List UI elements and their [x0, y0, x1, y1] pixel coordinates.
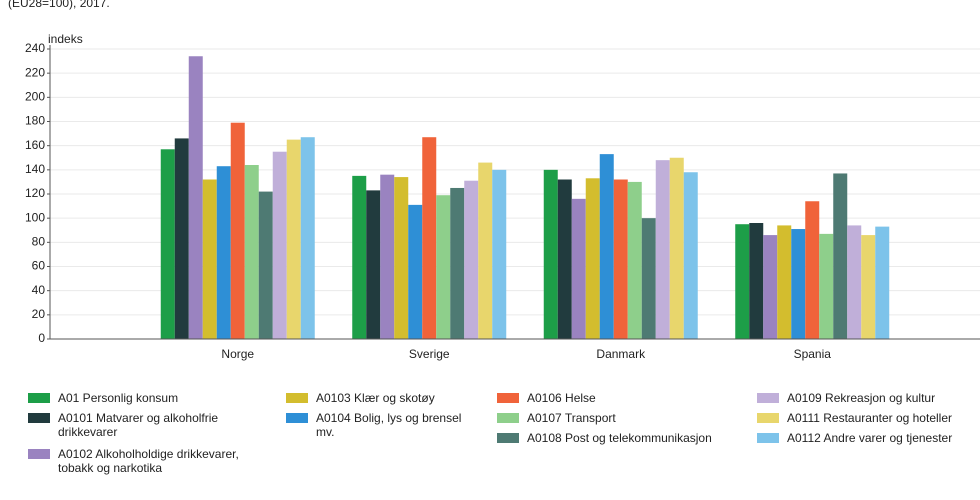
- y-tick-label: 60: [32, 259, 46, 273]
- y-tick-label: 40: [32, 283, 46, 297]
- legend-swatch: [286, 393, 308, 403]
- bar: [244, 165, 259, 339]
- legend-swatch: [757, 433, 779, 443]
- bar: [188, 56, 203, 339]
- bar: [352, 175, 367, 339]
- legend-swatch: [497, 393, 519, 403]
- bar: [202, 179, 217, 339]
- y-tick-label: 180: [25, 114, 45, 128]
- legend-item: A0102 Alkoholholdige drikkevarer, tobakk…: [28, 447, 258, 475]
- legend-item: A0111 Restauranter og hoteller: [757, 411, 980, 425]
- bar: [683, 172, 698, 339]
- y-tick-label: 140: [25, 162, 45, 176]
- bar: [749, 223, 764, 339]
- legend-label: A0112 Andre varer og tjenester: [787, 431, 953, 445]
- bar: [819, 233, 834, 339]
- y-tick-label: 120: [25, 186, 45, 200]
- y-tick-label: 160: [25, 138, 45, 152]
- legend-item: A0104 Bolig, lys og brensel mv.: [286, 411, 476, 439]
- bar: [436, 195, 451, 339]
- bar: [627, 181, 642, 339]
- bar: [599, 154, 614, 339]
- legend-item: A0109 Rekreasjon og kultur: [757, 391, 980, 405]
- y-axis-label: indeks: [48, 32, 83, 46]
- bar: [380, 174, 395, 339]
- legend-swatch: [28, 449, 50, 459]
- bar: [286, 139, 301, 339]
- bar: [300, 137, 315, 339]
- bar: [464, 180, 479, 339]
- bar: [791, 229, 806, 339]
- legend-item: A0112 Andre varer og tjenester: [757, 431, 980, 445]
- legend-label: A0101 Matvarer og alkoholfrie drikkevare…: [58, 411, 219, 439]
- bar: [450, 187, 465, 339]
- bar: [875, 226, 890, 339]
- legend-swatch: [757, 413, 779, 423]
- legend-label: A01 Personlig konsum: [58, 391, 179, 405]
- bar: [394, 177, 409, 339]
- bar: [571, 198, 586, 339]
- bar: [160, 149, 175, 339]
- legend-label: A0108 Post og telekommunikasjon: [527, 431, 712, 445]
- chart-subtitle: (EU28=100), 2017.: [8, 0, 110, 10]
- legend-item: A01 Personlig konsum: [28, 391, 248, 405]
- bar: [613, 179, 628, 339]
- legend-swatch: [28, 393, 50, 403]
- bar: [258, 191, 273, 339]
- bar: [861, 235, 876, 339]
- x-tick-label: Spania: [794, 347, 832, 361]
- bar: [408, 204, 423, 339]
- x-tick-label: Norge: [221, 347, 254, 361]
- y-tick-label: 100: [25, 210, 45, 224]
- legend-label: A0109 Rekreasjon og kultur: [787, 391, 936, 405]
- legend-swatch: [28, 413, 50, 423]
- bar: [366, 190, 381, 339]
- legend-item: A0106 Helse: [497, 391, 747, 405]
- legend-label: A0106 Helse: [527, 391, 596, 405]
- y-tick-label: 240: [25, 41, 45, 55]
- bar: [669, 157, 684, 339]
- legend-label: A0111 Restauranter og hoteller: [787, 411, 952, 425]
- bar: [763, 235, 778, 339]
- y-tick-label: 20: [32, 307, 46, 321]
- x-tick-label: Danmark: [596, 347, 646, 361]
- y-tick-label: 220: [25, 65, 45, 79]
- bar: [230, 122, 245, 339]
- legend-label: A0103 Klær og skotøy: [316, 391, 435, 405]
- legend-label: A0107 Transport: [527, 411, 616, 425]
- bar: [655, 160, 670, 339]
- legend-swatch: [497, 433, 519, 443]
- bar: [585, 178, 600, 339]
- bar: [847, 225, 862, 339]
- bar: [272, 151, 287, 339]
- bar: [478, 162, 493, 339]
- legend-item: A0103 Klær og skotøy: [286, 391, 476, 405]
- legend-swatch: [497, 413, 519, 423]
- legend-label: A0102 Alkoholholdige drikkevarer, tobakk…: [58, 447, 239, 475]
- bar: [422, 137, 437, 339]
- y-tick-label: 80: [32, 235, 46, 249]
- bar: [735, 224, 750, 339]
- bar: [833, 173, 848, 339]
- legend-item: A0101 Matvarer og alkoholfrie drikkevare…: [28, 411, 248, 439]
- bar: [805, 201, 820, 339]
- bar: [174, 138, 189, 339]
- bar: [641, 218, 656, 339]
- legend-item: A0107 Transport: [497, 411, 747, 425]
- legend-swatch: [757, 393, 779, 403]
- legend-item: A0108 Post og telekommunikasjon: [497, 431, 747, 445]
- legend-label: A0104 Bolig, lys og brensel mv.: [316, 411, 462, 439]
- x-tick-label: Sverige: [409, 347, 450, 361]
- bar: [492, 169, 507, 339]
- bar: [777, 225, 792, 339]
- y-tick-label: 200: [25, 90, 45, 104]
- bar: [557, 179, 572, 339]
- legend-swatch: [286, 413, 308, 423]
- bar: [216, 166, 231, 339]
- y-tick-label: 0: [38, 331, 45, 345]
- bar: [543, 169, 558, 339]
